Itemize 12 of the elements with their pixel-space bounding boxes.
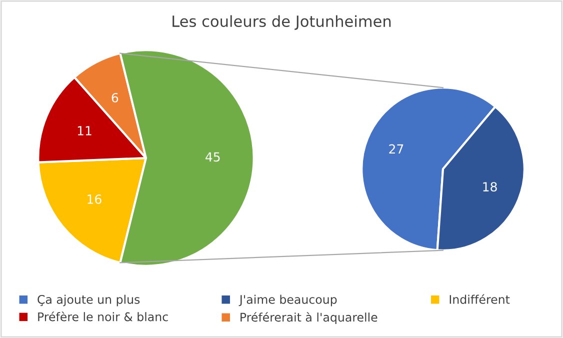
data-label: 27 (389, 144, 404, 154)
legend-label: Préférerait à l'aquarelle (240, 312, 378, 324)
data-label: 16 (88, 194, 102, 204)
data-label: 6 (112, 92, 118, 102)
legend-label: Indifférent (450, 294, 510, 304)
data-label: 11 (78, 126, 92, 136)
data-label: 18 (483, 182, 497, 192)
legend-label: Ça ajoute un plus (38, 294, 140, 306)
legend-label: J'aime beaucoup (238, 294, 337, 306)
data-label: 45 (206, 152, 220, 162)
legend-label: Préfère le noir & blanc (38, 312, 168, 322)
chart-title: Les couleurs de Jotunheimen (172, 15, 391, 30)
